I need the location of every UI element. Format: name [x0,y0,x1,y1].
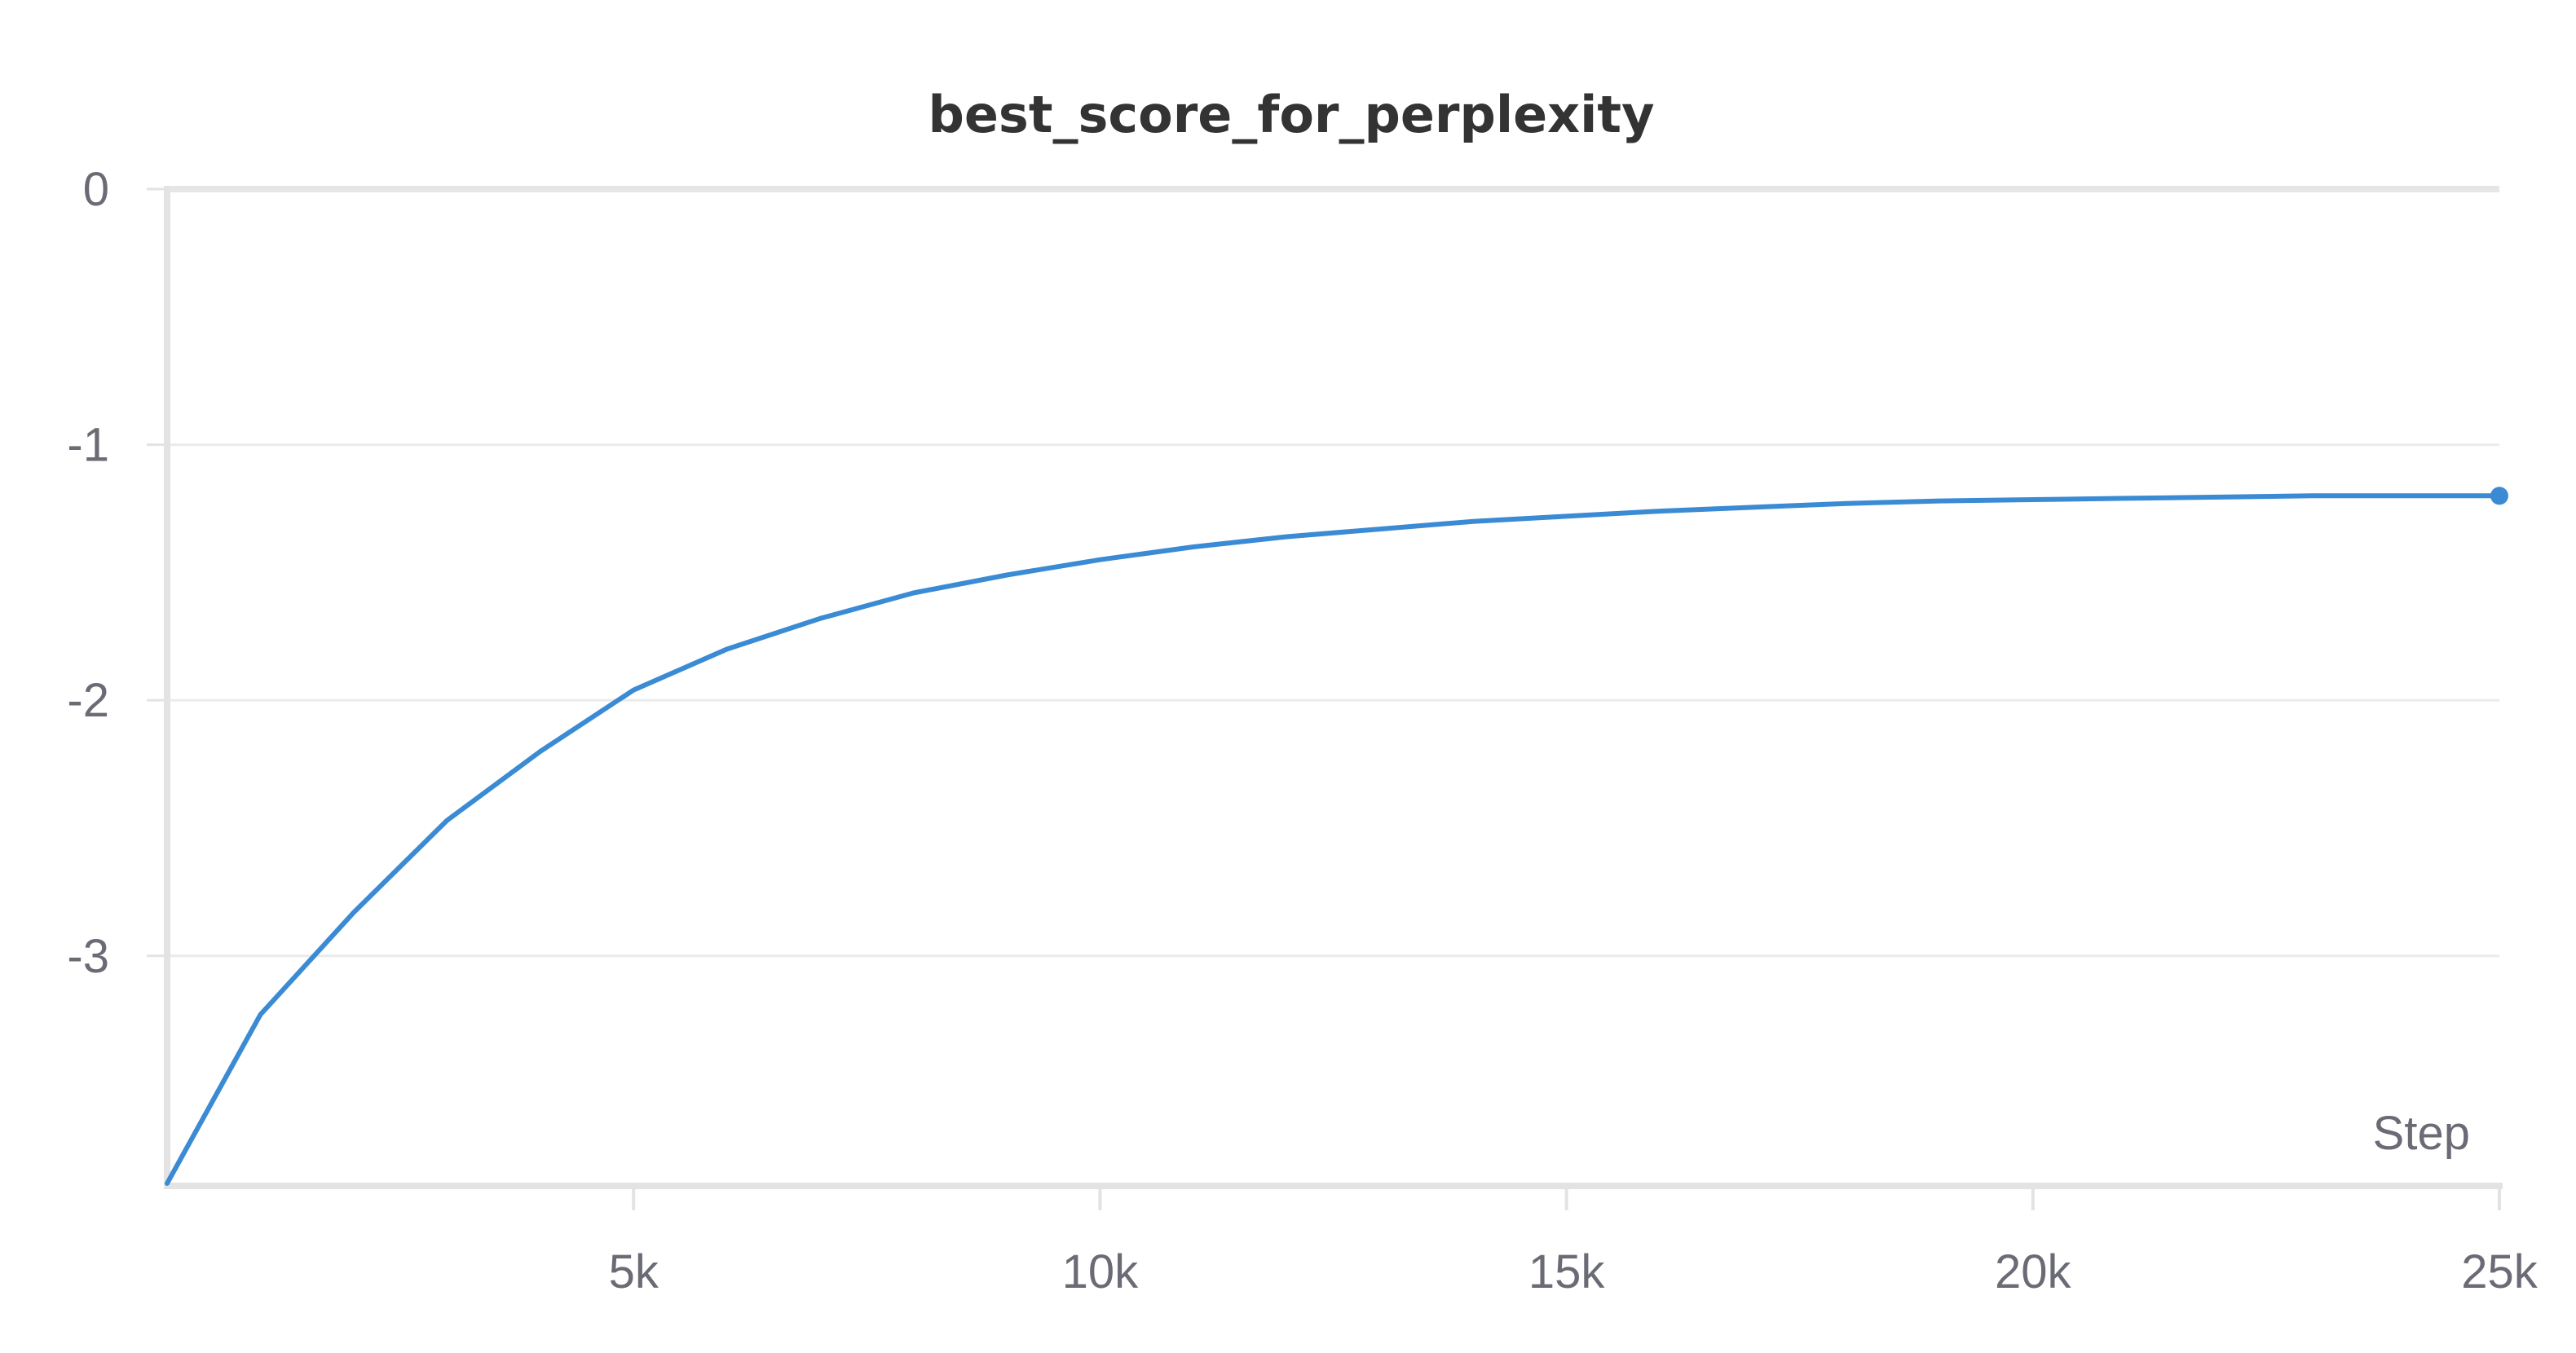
chart-title: best_score_for_perplexity [929,85,1655,144]
y-tick-label: 0 [83,163,109,216]
y-tick-label: -1 [67,419,109,472]
x-tick-label: 10k [1062,1245,1140,1298]
series-layer [165,487,2508,1186]
tick-labels: 0 -1 -2 -3 5k 10k 15k 20k 25k [67,163,2538,1298]
x-tick-label: 20k [1995,1245,2072,1298]
x-tick-label: 25k [2461,1245,2539,1298]
axes [147,186,2503,1210]
y-tick-label: -3 [67,930,109,983]
x-axis-label: Step [2373,1107,2470,1160]
grid-lines [167,186,2499,958]
x-tick-label: 5k [609,1245,659,1298]
series-line [165,493,2502,1186]
series-end-point [2490,487,2508,505]
x-tick-label: 15k [1528,1245,1606,1298]
y-tick-label: -2 [67,674,109,727]
